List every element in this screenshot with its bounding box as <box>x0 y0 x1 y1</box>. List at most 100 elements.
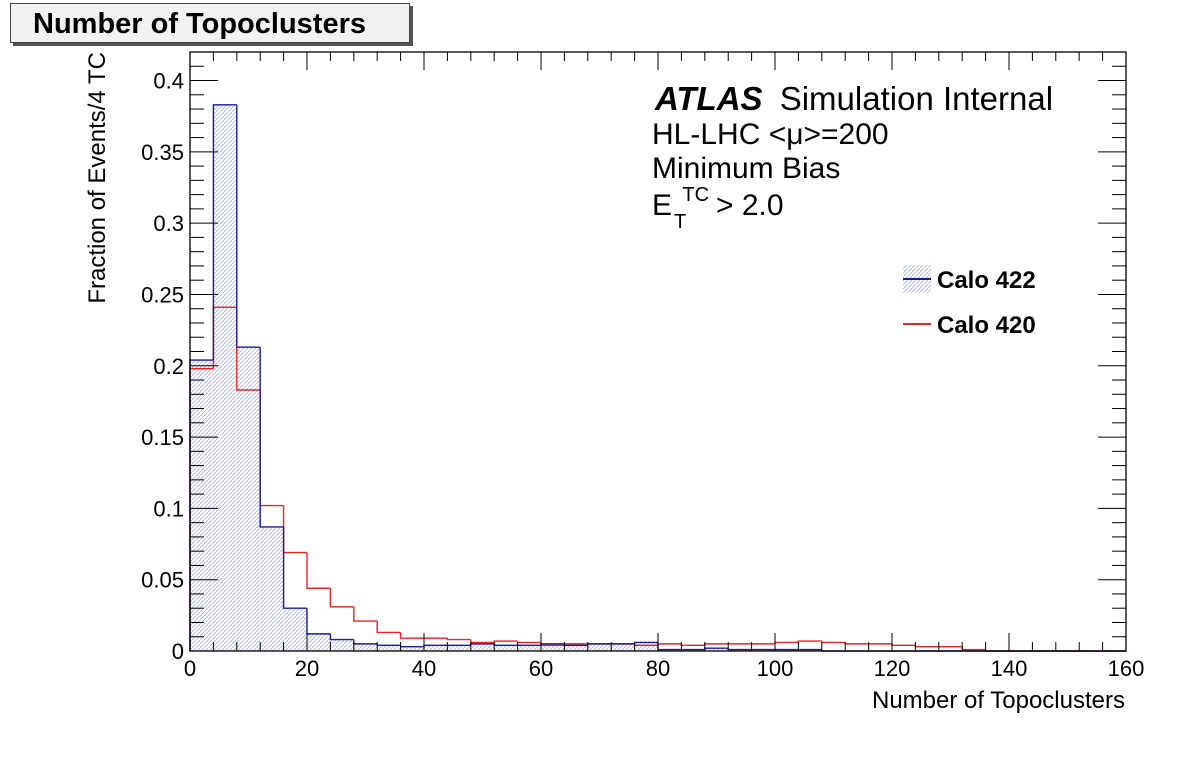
bin-calo-420-27 <box>821 641 846 644</box>
atlas-label: ATLAS Simulation Internal <box>654 80 1053 117</box>
fill-bar-calo-422-19 <box>634 642 658 651</box>
bin-calo-422-13 <box>493 643 518 646</box>
bin-calo-422-3 <box>259 347 284 528</box>
annotation-pileup: HL-LHC <μ>=200 <box>652 118 889 151</box>
bin-calo-422-7 <box>353 639 378 645</box>
et-base: E <box>652 189 672 222</box>
fill-bar-calo-422-7 <box>353 643 378 651</box>
fill-bar-calo-422-21 <box>681 649 705 651</box>
bin-calo-422-23 <box>727 648 752 651</box>
fill-bar-calo-422-26 <box>798 649 822 651</box>
fill-bar-calo-422-18 <box>611 643 635 651</box>
bin-calo-420-20 <box>657 643 682 646</box>
bin-calo-420-31 <box>914 645 939 648</box>
fill-bar-calo-422-22 <box>704 648 729 651</box>
y-tick-label: 0.15 <box>141 425 184 450</box>
fill-layer <box>190 104 822 652</box>
fill-bar-calo-422-2 <box>236 347 261 651</box>
x-axis-label: Number of Topoclusters <box>872 687 1125 714</box>
fill-bar-calo-422-24 <box>751 649 775 651</box>
bin-calo-420-7 <box>353 606 378 622</box>
y-tick-label: 0.4 <box>153 69 184 94</box>
atlas-logo-text: ATLAS <box>654 80 763 117</box>
fill-bar-calo-422-20 <box>658 649 682 651</box>
histogram-title-box: Number of Topoclusters <box>10 3 410 43</box>
fill-bar-calo-422-9 <box>400 646 424 651</box>
bin-calo-420-9 <box>399 632 424 639</box>
bin-calo-422-4 <box>282 526 307 609</box>
bin-calo-420-22 <box>704 643 729 646</box>
y-axis-label: Fraction of Events/4 TC <box>84 52 111 304</box>
series-layer <box>189 104 1126 652</box>
fill-bar-calo-422-1 <box>213 104 237 652</box>
histogram-title: Number of Topoclusters <box>33 8 366 40</box>
bin-calo-422-1 <box>212 104 237 361</box>
series-calo-422 <box>189 104 1126 652</box>
fill-bar-calo-422-23 <box>728 649 752 651</box>
x-tick-label: 80 <box>646 656 670 681</box>
legend-label-calo-420: Calo 420 <box>937 312 1036 339</box>
fill-bar-calo-422-17 <box>587 643 612 651</box>
fill-bar-calo-422-10 <box>424 645 448 651</box>
x-tick-labels: 0 20 40 60 80 100 120 140 160 <box>184 656 1144 681</box>
y-tick-label: 0 <box>172 639 184 664</box>
bin-calo-420-28 <box>844 642 869 645</box>
bin-calo-420-13 <box>493 640 518 643</box>
x-tick-label: 40 <box>412 656 436 681</box>
fill-bar-calo-422-0 <box>190 360 214 651</box>
fill-bar-calo-422-13 <box>494 645 518 651</box>
y-tick-label: 0.35 <box>141 140 184 165</box>
bin-calo-422-5 <box>306 608 331 635</box>
bin-calo-422-2 <box>236 104 261 348</box>
fill-bar-calo-422-15 <box>541 643 565 651</box>
legend-label-calo-422: Calo 422 <box>937 267 1036 294</box>
x-tick-label: 160 <box>1108 656 1145 681</box>
et-superscript: TC <box>682 184 709 206</box>
bin-calo-422-6 <box>329 633 354 641</box>
bin-calo-422-8 <box>376 643 401 646</box>
annotation-sample: Minimum Bias <box>652 152 840 185</box>
y-tick-label: 0.05 <box>141 568 184 593</box>
et-subscript: T <box>674 211 686 233</box>
bin-calo-420-21 <box>680 643 705 646</box>
x-tick-label: 100 <box>757 656 794 681</box>
y-tick-label: 0.1 <box>153 496 184 521</box>
fill-bar-calo-422-16 <box>564 645 588 651</box>
bin-calo-420-8 <box>376 621 401 634</box>
x-tick-label: 20 <box>295 656 319 681</box>
bin-calo-420-25 <box>774 641 799 644</box>
fill-bar-calo-422-5 <box>307 633 331 651</box>
tick-layer <box>189 51 1127 652</box>
bin-calo-420-30 <box>891 643 916 646</box>
fill-bar-calo-422-11 <box>447 645 471 651</box>
series-calo-420 <box>189 306 1126 652</box>
x-tick-label: 140 <box>991 656 1028 681</box>
fill-bar-calo-422-4 <box>283 608 307 651</box>
x-tick-label: 0 <box>184 656 196 681</box>
bin-calo-420-14 <box>516 641 541 644</box>
fill-bar-calo-422-8 <box>377 645 401 651</box>
y-tick-label: 0.3 <box>153 211 184 236</box>
et-cut-value: > 2.0 <box>716 189 784 222</box>
bin-calo-420-11 <box>446 638 471 641</box>
bin-calo-420-26 <box>797 640 822 643</box>
y-tick-label: 0.25 <box>141 282 184 307</box>
fill-bar-calo-422-25 <box>775 649 799 651</box>
annotation-et-cut: E TC T > 2.0 <box>652 175 784 235</box>
bin-calo-420-33 <box>961 646 986 651</box>
bin-calo-420-6 <box>329 588 354 608</box>
fill-bar-calo-422-3 <box>260 526 284 651</box>
x-tick-label: 60 <box>529 656 553 681</box>
bin-calo-420-4 <box>282 505 307 554</box>
bin-calo-420-12 <box>470 639 495 644</box>
x-tick-label: 120 <box>874 656 911 681</box>
legend: Calo 422 Calo 420 <box>903 265 1036 339</box>
bin-calo-422-9 <box>399 645 424 648</box>
fill-bar-calo-422-14 <box>517 645 541 651</box>
atlas-suffix: Simulation Internal <box>780 80 1053 117</box>
bin-calo-420-5 <box>306 552 331 589</box>
y-tick-labels: 0 0.05 0.1 0.15 0.2 0.25 0.3 0.35 0.4 <box>141 69 184 664</box>
y-tick-label: 0.2 <box>153 354 184 379</box>
fill-bar-calo-422-6 <box>330 639 354 651</box>
